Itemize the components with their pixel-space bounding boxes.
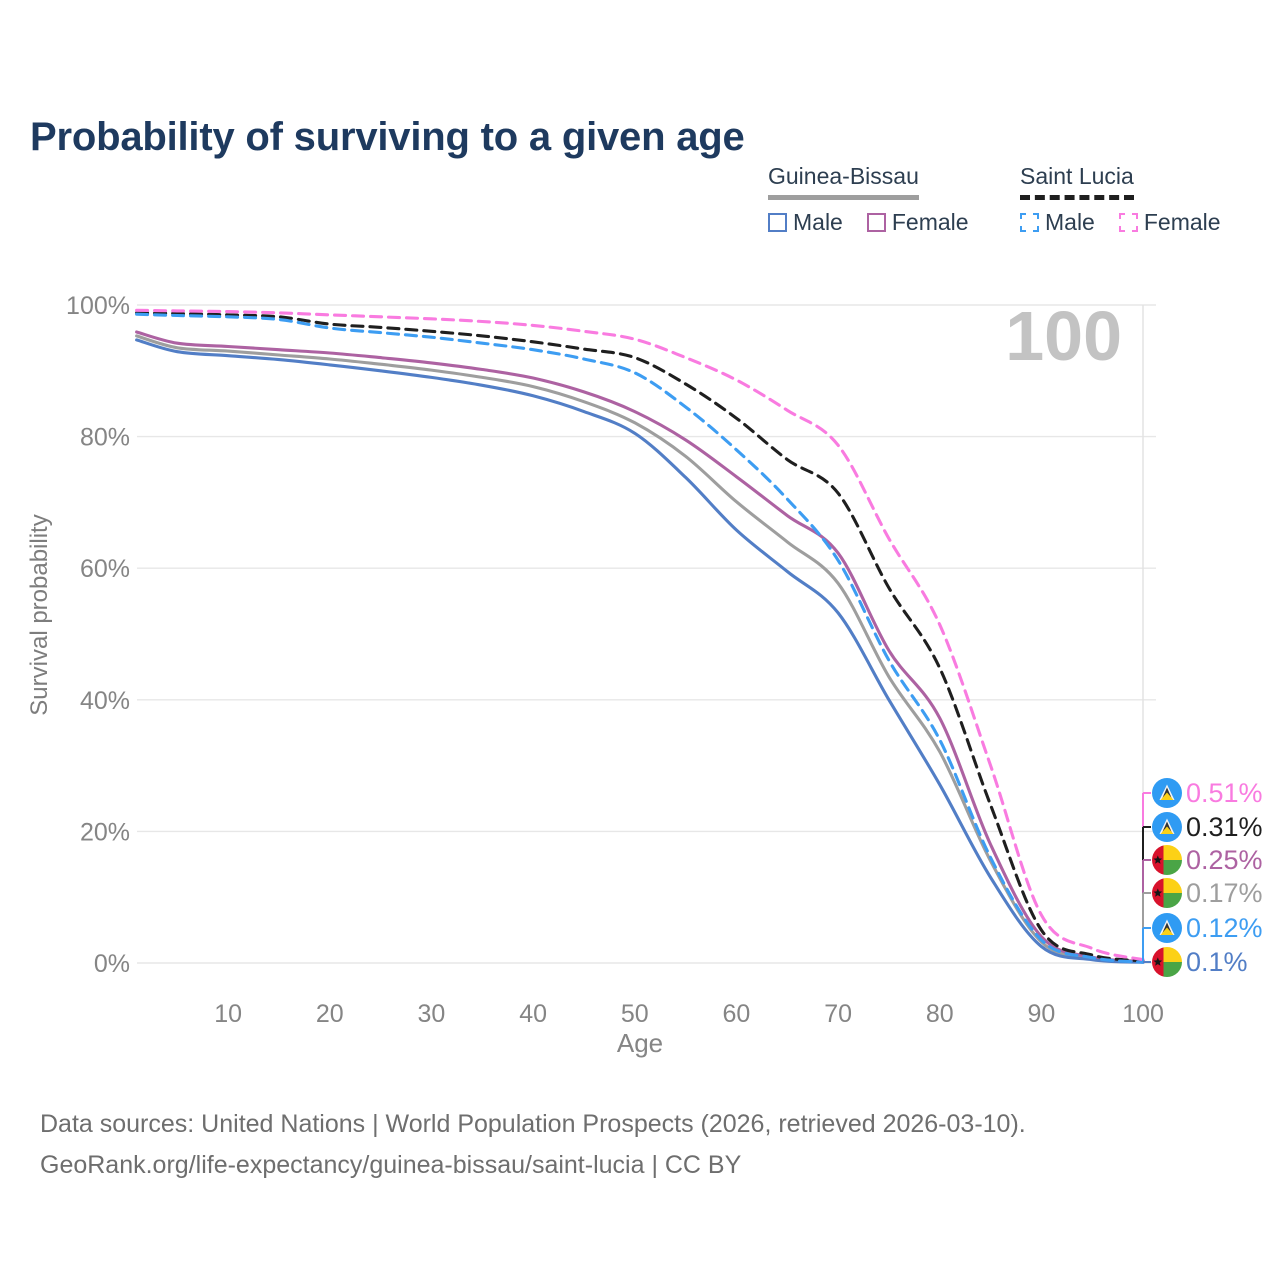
flag-icon-guinea-bissau	[1152, 845, 1182, 875]
line-swatch-dashed-female	[1118, 213, 1138, 232]
end-label-value: 0.51%	[1186, 778, 1263, 808]
flag-icon-saint-lucia	[1152, 778, 1182, 808]
legend-items-guinea-bissau: Male Female	[768, 209, 969, 236]
flag-icon-guinea-bissau	[1152, 878, 1182, 908]
x-tick-label: 20	[316, 1000, 344, 1028]
end-label-value: 0.25%	[1186, 845, 1263, 875]
flag-icon-saint-lucia	[1152, 812, 1182, 842]
series-line-guinea-bissau[interactable]	[135, 334, 1145, 964]
legend-items-saint-lucia: Male Female	[1020, 209, 1221, 236]
end-label-value: 0.1%	[1186, 947, 1248, 977]
footer-note: Data sources: United Nations | World Pop…	[40, 1104, 1026, 1186]
legend-item-label: Male	[793, 209, 843, 235]
end-label-guinea-bissau[interactable]: 0.17%	[1152, 878, 1263, 908]
end-label-connector	[1142, 792, 1151, 962]
x-axis-title: Age	[617, 1028, 663, 1058]
flag-icon-guinea-bissau	[1152, 947, 1182, 977]
end-label-connector	[1142, 859, 1151, 962]
end-label-guinea-bissau-female[interactable]: 0.25%	[1152, 845, 1263, 875]
legend-title-guinea-bissau[interactable]: Guinea-Bissau	[768, 163, 919, 200]
legend-group-guinea-bissau: Guinea-Bissau Male Female	[768, 163, 969, 236]
end-label-guinea-bissau-male[interactable]: 0.1%	[1152, 947, 1248, 977]
end-label-saint-lucia[interactable]: 0.31%	[1152, 812, 1263, 842]
end-label-connector	[1142, 927, 1151, 962]
legend-item-label: Male	[1045, 209, 1095, 235]
x-tick-label: 70	[824, 1000, 852, 1028]
end-label-value: 0.31%	[1186, 812, 1263, 842]
legend-item-saint-lucia-male[interactable]: Male	[1020, 209, 1095, 236]
y-tick-label: 0%	[94, 950, 130, 978]
x-tick-label: 60	[723, 1000, 751, 1028]
page-title: Probability of surviving to a given age	[30, 114, 745, 159]
legend-title-saint-lucia[interactable]: Saint Lucia	[1020, 163, 1134, 200]
line-swatch-solid-female	[866, 213, 886, 232]
end-label-saint-lucia-female[interactable]: 0.51%	[1152, 778, 1263, 808]
x-tick-label: 80	[926, 1000, 954, 1028]
end-label-value: 0.17%	[1186, 878, 1263, 908]
series-line-saint-lucia-male[interactable]	[135, 312, 1145, 964]
series-line-guinea-bissau-female[interactable]	[135, 330, 1145, 963]
x-tick-label: 90	[1028, 1000, 1056, 1028]
y-axis-title: Survival probability	[26, 514, 53, 715]
attribution-note: GeoRank.org/life-expectancy/guinea-bissa…	[40, 1151, 742, 1179]
series-line-saint-lucia-female[interactable]	[135, 308, 1145, 962]
x-tick-label: 100	[1122, 1000, 1164, 1028]
end-label-connector	[1142, 826, 1151, 962]
y-tick-label: 60%	[80, 555, 130, 583]
x-tick-label: 50	[621, 1000, 649, 1028]
y-tick-label: 100%	[66, 292, 130, 320]
end-label-value: 0.12%	[1186, 913, 1263, 943]
line-swatch-solid-male	[768, 213, 787, 232]
flag-icon-saint-lucia	[1152, 913, 1182, 943]
y-tick-label: 80%	[80, 424, 130, 452]
legend-item-label: Female	[1143, 209, 1221, 235]
end-label-saint-lucia-male[interactable]: 0.12%	[1152, 913, 1263, 943]
x-tick-label: 10	[214, 1000, 242, 1028]
legend-item-label: Female	[891, 209, 969, 235]
line-swatch-dashed-male	[1020, 213, 1039, 232]
legend-group-saint-lucia: Saint Lucia Male Female	[1020, 163, 1221, 236]
y-tick-label: 40%	[80, 687, 130, 715]
data-sources-note: Data sources: United Nations | World Pop…	[40, 1110, 1026, 1138]
y-tick-label: 20%	[80, 818, 130, 846]
x-tick-label: 30	[418, 1000, 446, 1028]
legend-item-guinea-bissau-female[interactable]: Female	[866, 209, 969, 236]
legend-item-saint-lucia-female[interactable]: Female	[1118, 209, 1221, 236]
series-line-guinea-bissau-male[interactable]	[135, 338, 1145, 964]
age-watermark: 100	[1005, 297, 1122, 375]
x-tick-label: 40	[519, 1000, 547, 1028]
legend-item-guinea-bissau-male[interactable]: Male	[768, 209, 843, 236]
